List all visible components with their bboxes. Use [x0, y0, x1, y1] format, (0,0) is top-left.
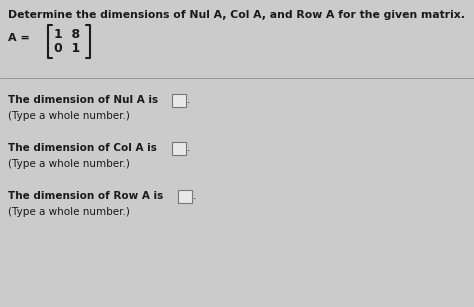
Text: (Type a whole number.): (Type a whole number.) [8, 159, 130, 169]
Text: (Type a whole number.): (Type a whole number.) [8, 111, 130, 121]
Text: The dimension of Row A is: The dimension of Row A is [8, 191, 163, 201]
Text: 1  8: 1 8 [54, 28, 80, 41]
Text: (Type a whole number.): (Type a whole number.) [8, 207, 130, 217]
FancyBboxPatch shape [178, 189, 192, 203]
FancyBboxPatch shape [172, 94, 186, 107]
Text: A =: A = [8, 33, 30, 43]
Text: The dimension of Col A is: The dimension of Col A is [8, 143, 157, 153]
Text: .: . [187, 143, 191, 153]
Text: .: . [193, 191, 196, 201]
Text: .: . [187, 95, 191, 105]
Text: 0  1: 0 1 [54, 42, 80, 56]
Text: Determine the dimensions of Nul A, Col A, and Row A for the given matrix.: Determine the dimensions of Nul A, Col A… [8, 10, 465, 20]
FancyBboxPatch shape [172, 142, 186, 154]
Text: The dimension of Nul A is: The dimension of Nul A is [8, 95, 158, 105]
